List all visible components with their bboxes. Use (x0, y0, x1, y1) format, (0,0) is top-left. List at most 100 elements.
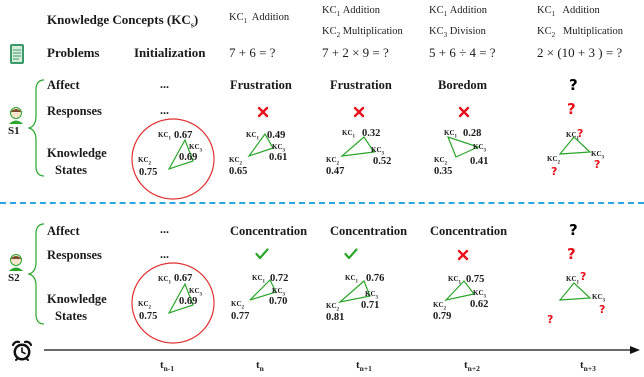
kc3-label: KC3 (272, 287, 285, 298)
kc3-label: KC3 (371, 146, 384, 157)
affect-s2-c1: Concentration (230, 224, 308, 238)
s2-brace (28, 223, 45, 325)
affect-label: Affect (47, 224, 80, 238)
kc1-label: KC1 (448, 275, 461, 286)
affect-s1-unknown: ? (569, 76, 578, 94)
states-label: States (55, 309, 87, 323)
s2-c1-kc2: 0.77 (231, 311, 250, 322)
student-avatar-icon (9, 107, 23, 124)
s1-c3-kc2: 0.35 (434, 166, 453, 177)
state-triangle (558, 282, 592, 301)
kc1-label: KC1 (345, 274, 358, 285)
kc-header-label: Knowledge Concepts (KCs) (47, 12, 199, 30)
kc2-label: KC2 (231, 300, 244, 311)
wrong-mark (257, 106, 269, 118)
s2-c4-kc1: ? (580, 270, 587, 283)
s2-c2-kc3: 0.71 (361, 300, 380, 311)
kc-item: KC1 Addition (537, 5, 600, 19)
s2-c3-kc3: 0.62 (470, 299, 489, 310)
s2-c1-kc3: 0.70 (269, 296, 288, 307)
responses-label: Responses (47, 248, 102, 262)
student-label-s2: S2 (8, 272, 20, 284)
tick-t-n+1: tn+1 (356, 359, 372, 374)
s1-c4-kc1: ? (577, 127, 584, 140)
state-triangle (340, 136, 376, 157)
s1-c3-kc3: 0.41 (470, 156, 489, 167)
init-kc2-value: 0.75 (139, 311, 158, 322)
problem-4: 2 × (10 + 3 ) = ? (537, 45, 623, 60)
kc1-label: KC1 (342, 129, 355, 140)
state-triangle (446, 136, 480, 158)
kc3-label: KC3 (272, 143, 285, 154)
kc3-label: KC3 (189, 143, 202, 154)
kc3-label: KC3 (591, 150, 604, 161)
student-label-s1: S1 (8, 125, 20, 137)
correct-mark (344, 248, 358, 260)
student-avatar-icon (9, 254, 23, 271)
s1-c4-kc3: ? (594, 158, 601, 171)
kc1-label: KC1 (566, 275, 579, 286)
initialization-label: Initialization (134, 45, 206, 60)
kc-item: KC1 Addition (322, 5, 381, 19)
init-kc3-value: 0.69 (179, 152, 198, 163)
kc2-label: KC2 (326, 156, 339, 167)
init-affect: ... (160, 77, 169, 91)
responses-label: Responses (47, 104, 102, 118)
kc2-label: KC2 (138, 300, 151, 311)
notebook-icon (8, 43, 26, 65)
kc-item: KC1 Addition (429, 5, 488, 19)
affect-s2-unknown: ? (569, 221, 578, 239)
affect-s2-c2: Concentration (330, 224, 408, 238)
kc1-label: KC1 (158, 275, 171, 286)
s2-c4-kc2: ? (547, 313, 554, 326)
s2-c2-kc1: 0.76 (366, 273, 385, 284)
problem-3: 5 + 6 ÷ 4 = ? (429, 45, 496, 60)
affect-s1-c1: Frustration (230, 78, 292, 92)
kc1-label: KC1 (566, 131, 579, 142)
init-state-circle (131, 262, 215, 344)
student-divider (0, 202, 644, 204)
affect-s1-c2: Frustration (330, 78, 392, 92)
wrong-mark (353, 106, 365, 118)
kc-col-3: KC1 Addition KC3 Division (429, 2, 487, 44)
s1-c1-kc2: 0.65 (229, 166, 248, 177)
kc-item: KC2 Multiplication (322, 26, 403, 40)
kc-col-1: KC1 Addition (229, 9, 289, 30)
response-s1-unknown: ? (567, 100, 576, 118)
timeline-axis (44, 346, 640, 354)
s1-c3-kc1: 0.28 (463, 128, 482, 139)
tick-t-n+2: tn+2 (464, 359, 480, 374)
s2-c1-kc1: 0.72 (270, 273, 289, 284)
kc3-label: KC3 (189, 287, 202, 298)
state-triangle (444, 280, 476, 301)
affect-label: Affect (47, 78, 80, 92)
init-response: ... (160, 103, 169, 117)
kc-item: KC1 Addition (229, 12, 290, 26)
kc1-label: KC1 (252, 274, 265, 285)
kc-item: KC2 Multiplication (537, 26, 624, 40)
knowledge-label: Knowledge (47, 292, 107, 306)
state-triangle (249, 278, 277, 301)
kc-item: KC3 Division (429, 26, 486, 40)
tick-t-n-1: tn-1 (160, 359, 175, 374)
s1-c2-kc3: 0.52 (373, 156, 392, 167)
kc1-label: KC1 (246, 131, 259, 142)
kc-col-2: KC1 Addition KC2 Multiplication (322, 2, 403, 44)
s1-c1-kc1: 0.49 (267, 130, 286, 141)
tick-t-n+3: tn+3 (580, 359, 596, 374)
kc2-label: KC2 (229, 156, 242, 167)
s1-brace (28, 79, 45, 177)
kc2-label: KC2 (138, 156, 151, 167)
kc1-label: KC1 (158, 131, 171, 142)
states-label: States (55, 163, 87, 177)
s1-c1-kc3: 0.61 (269, 152, 288, 163)
s2-c4-kc3: ? (599, 303, 606, 316)
kc2-label: KC2 (547, 155, 560, 166)
problem-1: 7 + 6 = ? (229, 45, 276, 60)
kc3-label: KC3 (592, 293, 605, 304)
init-affect: ... (160, 222, 169, 236)
problems-label: Problems (47, 45, 100, 60)
alarm-clock-icon (11, 340, 33, 361)
init-kc2-value: 0.75 (139, 167, 158, 178)
kc2-label: KC2 (433, 301, 446, 312)
